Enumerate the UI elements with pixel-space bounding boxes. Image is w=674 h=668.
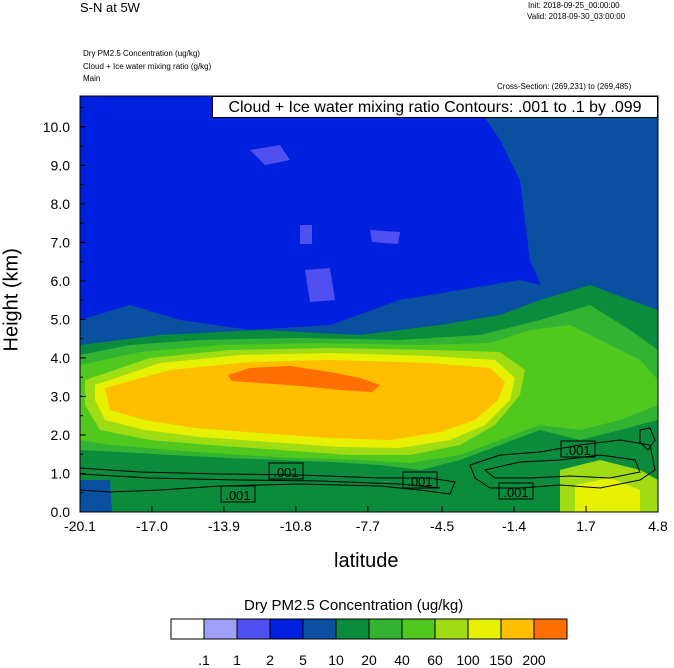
colorbar-label: 40 — [394, 652, 410, 668]
y-tick-label: 10.0 — [43, 119, 70, 135]
plot-title: S-N at 5W — [80, 0, 140, 15]
x-tick-label: -20.1 — [64, 518, 96, 534]
y-tick-label: 8.0 — [51, 196, 71, 212]
filled-contours — [80, 96, 658, 512]
x-tick-label: -13.9 — [208, 518, 240, 534]
colorbar-label: .1 — [198, 652, 210, 668]
colorbar-label: 2 — [266, 652, 274, 668]
colorbar-swatch — [170, 618, 205, 640]
x-tick-label: -10.8 — [280, 518, 312, 534]
valid-time: Valid: 2018-09-30_03:00:00 — [527, 12, 626, 21]
contour-label: .001 — [503, 485, 528, 500]
y-tick-label: 1.0 — [51, 465, 71, 481]
x-tick-label: 4.8 — [648, 518, 668, 534]
contour-label-frame — [268, 462, 304, 480]
y-tick-label: 9.0 — [51, 157, 71, 173]
contour-label-frame — [402, 471, 438, 489]
field-label-main: Main — [83, 74, 101, 83]
colorbar-swatch — [500, 618, 535, 640]
colorbar-swatch — [368, 618, 403, 640]
y-tick-label: 6.0 — [51, 273, 71, 289]
colorbar-swatch — [269, 618, 304, 640]
colorbar: .1 1 2 5 10 20 40 60 100 150 200 — [170, 618, 568, 668]
colorbar-swatch — [302, 618, 337, 640]
x-tick-label: -1.4 — [502, 518, 526, 534]
contour-label-frame — [220, 485, 256, 503]
colorbar-swatch — [434, 618, 469, 640]
contour-label: .001 — [273, 465, 298, 480]
contour-labels: .001 .001 .001 .001 .001 — [220, 440, 596, 503]
region-2-5-c — [370, 230, 400, 244]
cross-section-label: Cross-Section: (269,231) to (269,485) — [497, 82, 632, 91]
field-label-cloud: Cloud + Ice water mixing ratio (g/kg) — [83, 62, 212, 71]
contour-label-frame — [560, 440, 596, 458]
y-tick-label: 2.0 — [51, 427, 71, 443]
region-peak — [228, 366, 380, 392]
field-label-pm25: Dry PM2.5 Concentration (ug/kg) — [83, 49, 200, 58]
contour-label: .001 — [407, 474, 432, 489]
colorbar-swatch — [467, 618, 502, 640]
colorbar-label: 150 — [489, 652, 513, 668]
y-tick-label: 7.0 — [51, 234, 71, 250]
colorbar-label: 20 — [361, 652, 377, 668]
region-lr-b — [575, 478, 640, 512]
contour-info-box: Cloud + Ice water mixing ratio Contours:… — [212, 96, 658, 118]
region-2-5-d — [300, 225, 312, 244]
contour-label: .001 — [565, 443, 590, 458]
colorbar-label: 200 — [522, 652, 546, 668]
colorbar-label: 100 — [456, 652, 480, 668]
region-above-200 — [105, 360, 505, 440]
colorbar-label: 1 — [233, 652, 241, 668]
axis-ticks: -20.1 -17.0 -13.9 -10.8 -7.7 -4.5 -1.4 1.7 4.8 0.… — [43, 107, 668, 534]
colorbar-label: 10 — [328, 652, 344, 668]
colorbar-label: 60 — [427, 652, 443, 668]
colorbar-title: Dry PM2.5 Concentration (ug/kg) — [244, 597, 464, 614]
y-tick-label: 3.0 — [51, 388, 71, 404]
colorbar-swatch — [335, 618, 370, 640]
colorbar-swatch — [401, 618, 436, 640]
region-ll — [80, 480, 112, 512]
colorbar-swatch — [203, 618, 238, 640]
x-axis-label: latitude — [334, 550, 399, 572]
region-10-20-patch — [520, 130, 658, 300]
y-tick-label: 0.0 — [51, 504, 71, 520]
init-time: Init: 2018-09-25_00:00:00 — [528, 1, 620, 10]
x-tick-label: -7.7 — [356, 518, 380, 534]
region-2-5-a — [250, 145, 290, 165]
x-tick-label: -17.0 — [136, 518, 168, 534]
y-axis-label: Height (km) — [0, 248, 23, 352]
colorbar-swatch — [533, 618, 568, 640]
region-2-5-b — [305, 268, 335, 302]
contour-label-frame — [498, 482, 534, 500]
colorbar-label: 5 — [299, 652, 307, 668]
x-tick-label: 1.7 — [576, 518, 596, 534]
cloud-contours — [80, 427, 656, 495]
contour-label: .001 — [225, 488, 250, 503]
colorbar-swatch — [236, 618, 271, 640]
y-tick-label: 4.0 — [51, 350, 71, 366]
x-tick-label: -4.5 — [430, 518, 454, 534]
y-tick-label: 5.0 — [51, 311, 71, 327]
